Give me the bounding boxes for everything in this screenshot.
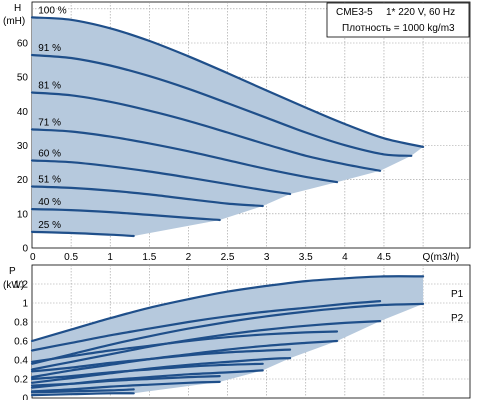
head-y-tick-5: 50 [17,73,29,84]
power-curve-10 [30,388,135,394]
power-y-tick-1: 0.2 [14,375,28,386]
head-curve-label-2: 81 % [38,81,61,92]
head-y-unit: (mH) [3,16,25,27]
head-curve-label-6: 40 % [38,197,61,208]
power-curve-2 [30,330,339,363]
head-x-tick-1: 0.5 [64,252,78,263]
head-y-label: H [14,3,21,14]
power-curve-4 [30,348,292,373]
head-x-tick-5: 2.5 [221,252,235,263]
power-y-ticks: 0 0.2 0.4 0.6 0.8 1 1.2 [14,280,28,400]
head-envelope-area [32,17,424,237]
head-y-tick-1: 10 [17,209,29,220]
head-x-tick-10: Q(m3/h) [423,252,460,263]
power-y-tick-2: 0.4 [14,356,28,367]
power-curve-5 [30,357,292,384]
head-chart-panel: 100 %91 %81 %71 %60 %51 %40 %25 % 010203… [3,1,471,263]
power-end-label-p1: P1 [451,289,464,300]
head-curve-label-3: 71 % [38,117,61,128]
head-y-tick-4: 40 [17,107,29,118]
head-x-tick-0: 0 [30,252,36,263]
head-curve-7 [30,230,135,238]
head-curve-labels: 100 % 91 % 81 % 71 % 60 % 51 % 40 % 25 % [38,5,66,231]
power-curves-group [30,275,425,397]
head-x-tick-6: 3 [264,252,270,263]
info-box-supply: 1* 220 V, 60 Hz [386,7,455,18]
head-y-tick-2: 20 [17,175,29,186]
head-curve-4 [30,159,292,196]
head-y-tick-0: 0 [22,244,28,255]
head-x-tick-8: 4 [342,252,348,263]
head-y-ticks: 0 10 20 30 40 50 60 [17,39,29,255]
head-curve-0 [30,16,425,148]
power-curve-0 [30,300,382,352]
power-chart-frame [31,264,471,399]
head-x-tick-2: 1 [107,252,113,263]
head-curves-group [30,16,425,238]
power-envelope-area [32,276,424,396]
power-curve-9 [30,380,221,393]
info-box: CME3-5 1* 220 V, 60 Hz Плотность = 1000 … [326,2,470,38]
head-curve-5 [30,185,264,208]
power-y-tick-4: 0.8 [14,318,28,329]
power-curve-p2 [30,302,425,365]
power-y-label: P [9,266,16,277]
head-curve-2 [30,91,382,172]
power-y-tick-5: 1 [22,299,28,310]
head-curve-label-4: 60 % [38,149,61,160]
head-x-tick-4: 2 [186,252,192,263]
head-curve-3 [30,128,339,184]
info-box-model: CME3-5 [336,7,373,18]
head-curve-label-1: 91 % [38,43,61,54]
head-curve-label-5: 51 % [38,175,61,186]
head-x-tick-9: 4.5 [377,252,391,263]
info-box-frame [326,2,470,38]
head-curve-label-7: 25 % [38,220,61,231]
info-box-density: Плотность = 1000 kg/m3 [342,23,455,34]
head-curve-6 [30,208,221,222]
head-y-tick-6: 60 [17,39,29,50]
power-curve-1 [30,320,382,371]
power-y-unit: (kW) [3,280,24,291]
head-x-ticks: 0 0.5 1 1.5 2 2.5 3 3.5 4 4.5 Q(m3/h) [30,252,459,263]
head-curve-label-0: 100 % [38,5,66,16]
power-y-tick-0: 0 [22,394,28,400]
power-y-tick-6: 1.2 [14,280,28,291]
power-curve-p1 [30,275,425,343]
head-x-tick-3: 1.5 [142,252,156,263]
head-envelope-fill [32,17,424,237]
power-chart-panel: 0 0.2 0.4 0.6 0.8 1 1.2 P (kW) P1 P2 [3,264,471,400]
head-x-tick-7: 3.5 [299,252,313,263]
power-curve-8 [30,375,221,387]
power-y-tick-3: 0.6 [14,337,28,348]
power-end-label-p2: P2 [451,313,464,324]
head-y-tick-3: 30 [17,141,29,152]
power-curve-6 [30,362,264,381]
power-curve-11 [30,392,135,397]
head-curve-1 [30,53,413,157]
power-envelope-fill [32,276,424,396]
